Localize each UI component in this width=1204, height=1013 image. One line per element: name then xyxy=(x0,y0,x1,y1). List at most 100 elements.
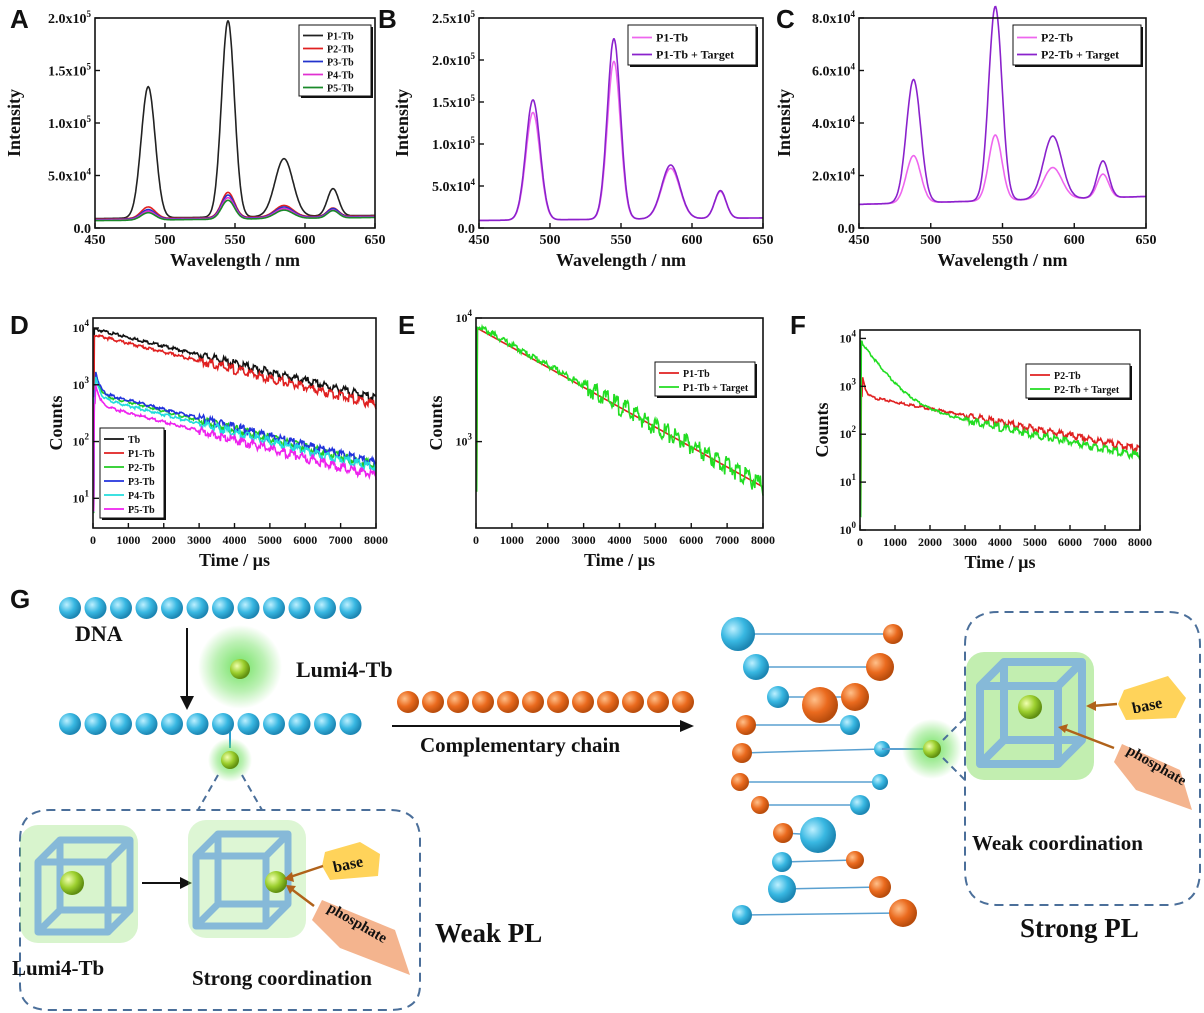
dna-bead xyxy=(263,597,285,619)
y-tick-label: 6.0x104 xyxy=(812,62,856,80)
series-line-p5-tb xyxy=(92,385,377,512)
series-line-p2-tb xyxy=(859,134,1146,206)
legend-box xyxy=(99,427,165,519)
y-tick-label: 2.0x105 xyxy=(432,51,476,69)
chart-panel-c: 450 500 550 600 650 0.0 2.0x104 4.0x104 6.0x104 8… xyxy=(774,5,1157,270)
panel-label-g: G xyxy=(10,584,30,614)
legend: P1-Tb P2-Tb P3-Tb P4-Tb P5-Tb xyxy=(298,24,373,98)
x-tick-label: 0 xyxy=(90,533,96,547)
x-axis-label: Wavelength / nm xyxy=(937,250,1067,270)
helix-bead xyxy=(846,851,864,869)
x-tick-label: 650 xyxy=(365,233,386,248)
series-line-p1-tb-target xyxy=(479,38,763,222)
legend-label: P5-Tb xyxy=(327,84,354,95)
cube-strong-coordination xyxy=(188,820,306,938)
helix-rung xyxy=(741,748,883,754)
chart-panel-f: 0 1000 2000 3000 4000 5000 6000 7000 8000 100 101 1… xyxy=(812,328,1152,572)
complementary-bead xyxy=(472,691,494,713)
x-tick-label: 650 xyxy=(1136,233,1157,248)
phosphate-tag-right: phosphate xyxy=(1114,743,1192,810)
y-tick-label: 4.0x104 xyxy=(812,114,856,132)
x-tick-label: 600 xyxy=(682,233,703,248)
x-tick-label: 2000 xyxy=(536,533,560,547)
legend: P2-Tb P2-Tb + Target xyxy=(1012,24,1143,67)
down-arrow-head xyxy=(180,696,194,710)
y-axis-label: Intensity xyxy=(774,89,794,157)
complementary-chain xyxy=(397,691,694,713)
x-tick-label: 4000 xyxy=(223,533,247,547)
helix-bead xyxy=(840,715,860,735)
y-tick-label: 101 xyxy=(840,472,857,489)
x-tick-label: 6000 xyxy=(679,533,703,547)
chart-panel-e: 0 1000 2000 3000 4000 5000 6000 7000 8000 103 104 T… xyxy=(426,308,775,570)
dna-bead xyxy=(186,713,209,735)
helix-bead xyxy=(883,624,903,644)
legend-label: P1-Tb xyxy=(327,32,354,43)
legend-label: P3-Tb xyxy=(327,58,354,69)
series-line-p3-tb xyxy=(95,194,376,221)
legend-box xyxy=(654,361,756,397)
y-tick-label: 102 xyxy=(840,424,857,441)
x-tick-label: 3000 xyxy=(572,533,596,547)
helix-bead xyxy=(751,796,769,814)
y-axis-label: Counts xyxy=(46,395,66,450)
complementary-bead xyxy=(572,691,594,713)
x-tick-label: 7000 xyxy=(1093,535,1117,549)
x-tick-label: 1000 xyxy=(500,533,524,547)
cube-weak-coordination xyxy=(966,652,1094,780)
legend-label: P2-Tb xyxy=(1054,371,1081,382)
complementary-chain-label: Complementary chain xyxy=(420,733,620,757)
y-tick-label: 103 xyxy=(456,432,473,449)
x-axis-label: Wavelength / nm xyxy=(170,250,300,270)
y-axis-label: Counts xyxy=(812,402,832,457)
x-tick-label: 1000 xyxy=(116,533,140,547)
lumi-label-top: Lumi4-Tb xyxy=(296,657,393,682)
dna-bead xyxy=(237,597,260,619)
helix-bead xyxy=(889,899,917,927)
base-arrow-left xyxy=(289,864,324,879)
zoom-line-left xyxy=(197,774,219,811)
legend-label: P2-Tb xyxy=(327,45,354,56)
dna-bead xyxy=(314,597,336,619)
complementary-bead xyxy=(547,691,569,713)
helix-bound-ball xyxy=(923,740,941,758)
complementary-bead xyxy=(647,691,669,713)
legend-label: P3-Tb xyxy=(128,477,155,488)
weak-coordination-label: Weak coordination xyxy=(972,831,1143,855)
helix-bead xyxy=(800,817,836,853)
y-tick-label: 103 xyxy=(840,376,857,393)
x-axis-label: Time / µs xyxy=(199,550,270,570)
series-line-p5-tb xyxy=(95,199,375,222)
y-tick-label: 1.5x105 xyxy=(432,93,476,111)
legend-label: P1-Tb xyxy=(656,31,688,45)
x-tick-label: 6000 xyxy=(1058,535,1082,549)
dna-bead xyxy=(288,713,311,735)
x-tick-label: 4000 xyxy=(608,533,632,547)
helix-bead xyxy=(743,654,769,680)
x-tick-label: 8000 xyxy=(364,533,388,547)
complementary-bead xyxy=(672,691,694,713)
x-tick-label: 3000 xyxy=(953,535,977,549)
lumi-ball xyxy=(230,659,250,679)
chart-panel-b: 450 500 550 600 650 0.0 5.0x104 1.0x105 1.5x105 2… xyxy=(392,9,774,270)
base-tag-right: base xyxy=(1118,676,1186,720)
legend-label: P1-Tb + Target xyxy=(656,48,734,62)
y-tick-label: 2.0x104 xyxy=(812,167,856,185)
svg-text:base: base xyxy=(1131,695,1164,718)
x-axis-label: Wavelength / nm xyxy=(556,250,686,270)
x-tick-label: 500 xyxy=(540,233,561,248)
legend-label: P4-Tb xyxy=(327,71,354,82)
dna-double-helix xyxy=(721,617,917,927)
legend-box xyxy=(298,24,372,97)
phosphate-arrow-left xyxy=(289,887,315,907)
x-tick-label: 550 xyxy=(611,233,632,248)
helix-bead xyxy=(731,773,749,791)
x-tick-label: 500 xyxy=(920,233,941,248)
complementary-bead xyxy=(597,691,619,713)
x-tick-label: 0 xyxy=(857,535,863,549)
x-tick-label: 7000 xyxy=(715,533,739,547)
helix-bead xyxy=(768,875,796,903)
y-axis-label: Counts xyxy=(426,395,446,450)
dna-bead xyxy=(110,597,132,619)
